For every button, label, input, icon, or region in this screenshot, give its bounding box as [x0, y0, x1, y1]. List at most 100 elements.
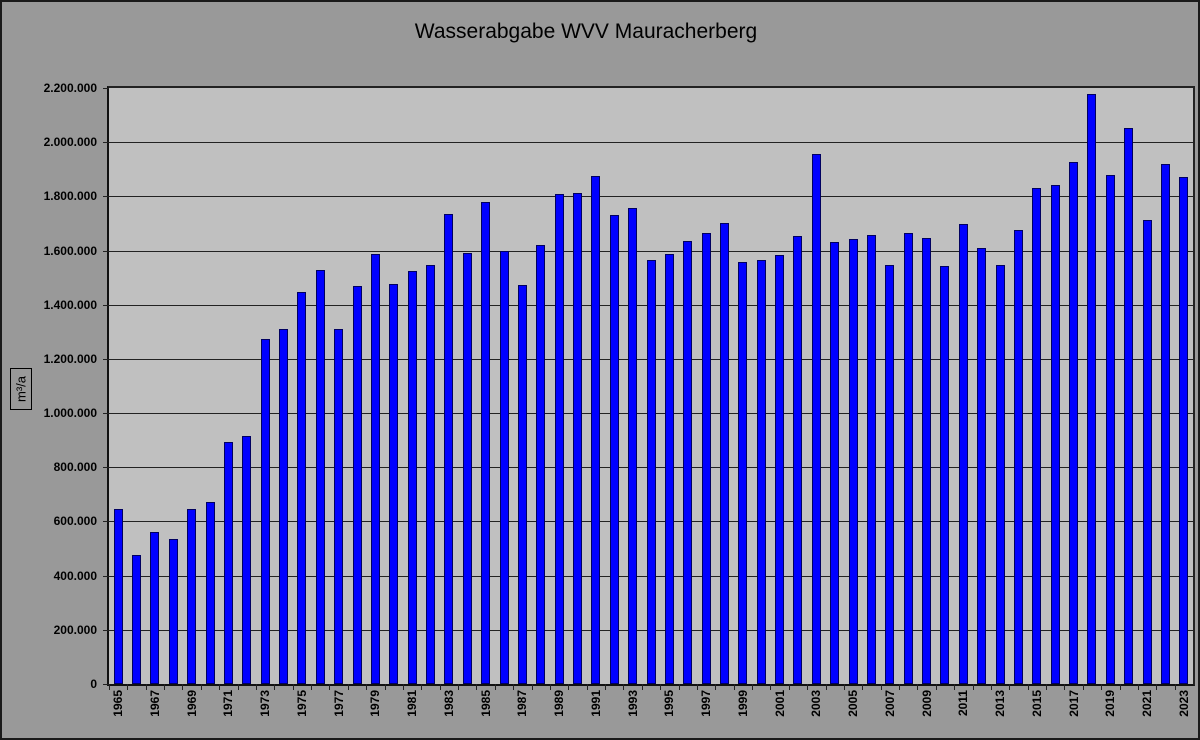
x-tick — [733, 684, 735, 690]
y-axis-title: m³/a — [13, 376, 29, 402]
y-tick-label: 1.600.000 — [43, 243, 97, 258]
x-tick — [164, 684, 166, 690]
x-tick — [329, 684, 331, 690]
bar-1979 — [370, 254, 380, 684]
bar-2002 — [793, 235, 803, 684]
x-tick-label: 2021 — [1140, 690, 1155, 717]
bar-1986 — [499, 251, 509, 684]
y-tick — [103, 521, 109, 523]
bar-1983 — [444, 213, 454, 684]
x-tick-label: 1995 — [662, 690, 677, 717]
bar-1981 — [407, 270, 417, 684]
x-tick — [899, 684, 901, 690]
y-tick — [103, 413, 109, 415]
bar-2005 — [848, 238, 858, 684]
bar-1974 — [279, 329, 289, 684]
y-tick-label: 1.000.000 — [43, 406, 97, 421]
x-tick — [1119, 684, 1121, 690]
x-tick — [1046, 684, 1048, 690]
y-tick-label: 200.000 — [53, 622, 97, 637]
bar-2000 — [756, 260, 766, 684]
x-tick — [127, 684, 129, 690]
bar-1965 — [113, 509, 123, 684]
bar-2003 — [811, 154, 821, 684]
x-tick — [843, 684, 845, 690]
x-tick — [200, 684, 202, 690]
x-tick-label: 2011 — [956, 690, 971, 717]
y-tick-label: 1.200.000 — [43, 351, 97, 366]
bar-2017 — [1069, 162, 1079, 684]
y-tick — [103, 467, 109, 469]
x-tick-label: 1975 — [294, 690, 309, 717]
bar-1996 — [683, 240, 693, 684]
x-tick — [109, 684, 110, 690]
bar-1973 — [260, 339, 270, 684]
x-tick-label: 1973 — [258, 690, 273, 717]
x-tick — [513, 684, 515, 690]
chart-title: Wasserabgabe WVV Mauracherberg — [414, 20, 758, 43]
x-tick — [678, 684, 680, 690]
x-tick-label: 2023 — [1176, 690, 1191, 717]
gridline — [109, 250, 1193, 252]
y-tick-label: 1.800.000 — [43, 189, 97, 204]
x-tick — [182, 684, 184, 690]
y-tick — [103, 304, 109, 306]
x-tick-label: 1991 — [588, 690, 603, 717]
bar-1985 — [481, 202, 491, 684]
bar-1998 — [719, 222, 729, 684]
x-tick-label: 2001 — [772, 690, 787, 717]
x-tick — [549, 684, 551, 690]
x-tick — [1082, 684, 1084, 690]
bar-1971 — [223, 442, 233, 684]
bar-1969 — [187, 509, 197, 684]
x-tick — [752, 684, 754, 690]
x-tick — [990, 684, 992, 690]
y-tick — [103, 250, 109, 252]
gridline — [109, 196, 1193, 198]
x-tick — [494, 684, 496, 690]
x-tick — [237, 684, 239, 690]
bar-1978 — [352, 285, 362, 684]
bar-2001 — [775, 255, 785, 684]
x-tick — [586, 684, 588, 690]
bar-1999 — [738, 261, 748, 684]
bar-2010 — [940, 266, 950, 684]
x-tick — [862, 684, 864, 690]
y-tick — [103, 88, 109, 89]
x-tick-label: 1983 — [441, 690, 456, 717]
x-tick — [366, 684, 368, 690]
x-tick — [935, 684, 937, 690]
x-tick — [715, 684, 717, 690]
x-tick-label: 2005 — [846, 690, 861, 717]
y-tick-label: 400.000 — [53, 568, 97, 583]
y-tick-label: 2.000.000 — [43, 135, 97, 150]
x-tick — [458, 684, 460, 690]
x-tick — [1101, 684, 1103, 690]
x-tick — [1156, 684, 1158, 690]
bar-1977 — [334, 329, 344, 684]
y-tick — [103, 358, 109, 360]
bar-2011 — [958, 224, 968, 684]
y-tick-label: 0 — [90, 677, 97, 691]
bar-1994 — [646, 260, 656, 684]
y-tick-label: 800.000 — [53, 460, 97, 475]
x-tick — [274, 684, 276, 690]
y-tick — [103, 196, 109, 198]
y-tick-label: 600.000 — [53, 514, 97, 529]
x-tick — [770, 684, 772, 690]
x-tick-label: 1971 — [221, 690, 236, 717]
bar-1993 — [628, 208, 638, 684]
bar-2020 — [1124, 128, 1134, 684]
bar-2009 — [922, 238, 932, 684]
bar-2004 — [830, 241, 840, 684]
x-tick — [880, 684, 882, 690]
x-tick-label: 1993 — [625, 690, 640, 717]
x-tick — [1009, 684, 1011, 690]
x-tick — [145, 684, 147, 690]
bar-2015 — [1032, 187, 1042, 684]
x-tick — [292, 684, 294, 690]
bar-1970 — [205, 501, 215, 684]
bar-1982 — [426, 264, 436, 684]
x-tick-label: 1999 — [735, 690, 750, 717]
